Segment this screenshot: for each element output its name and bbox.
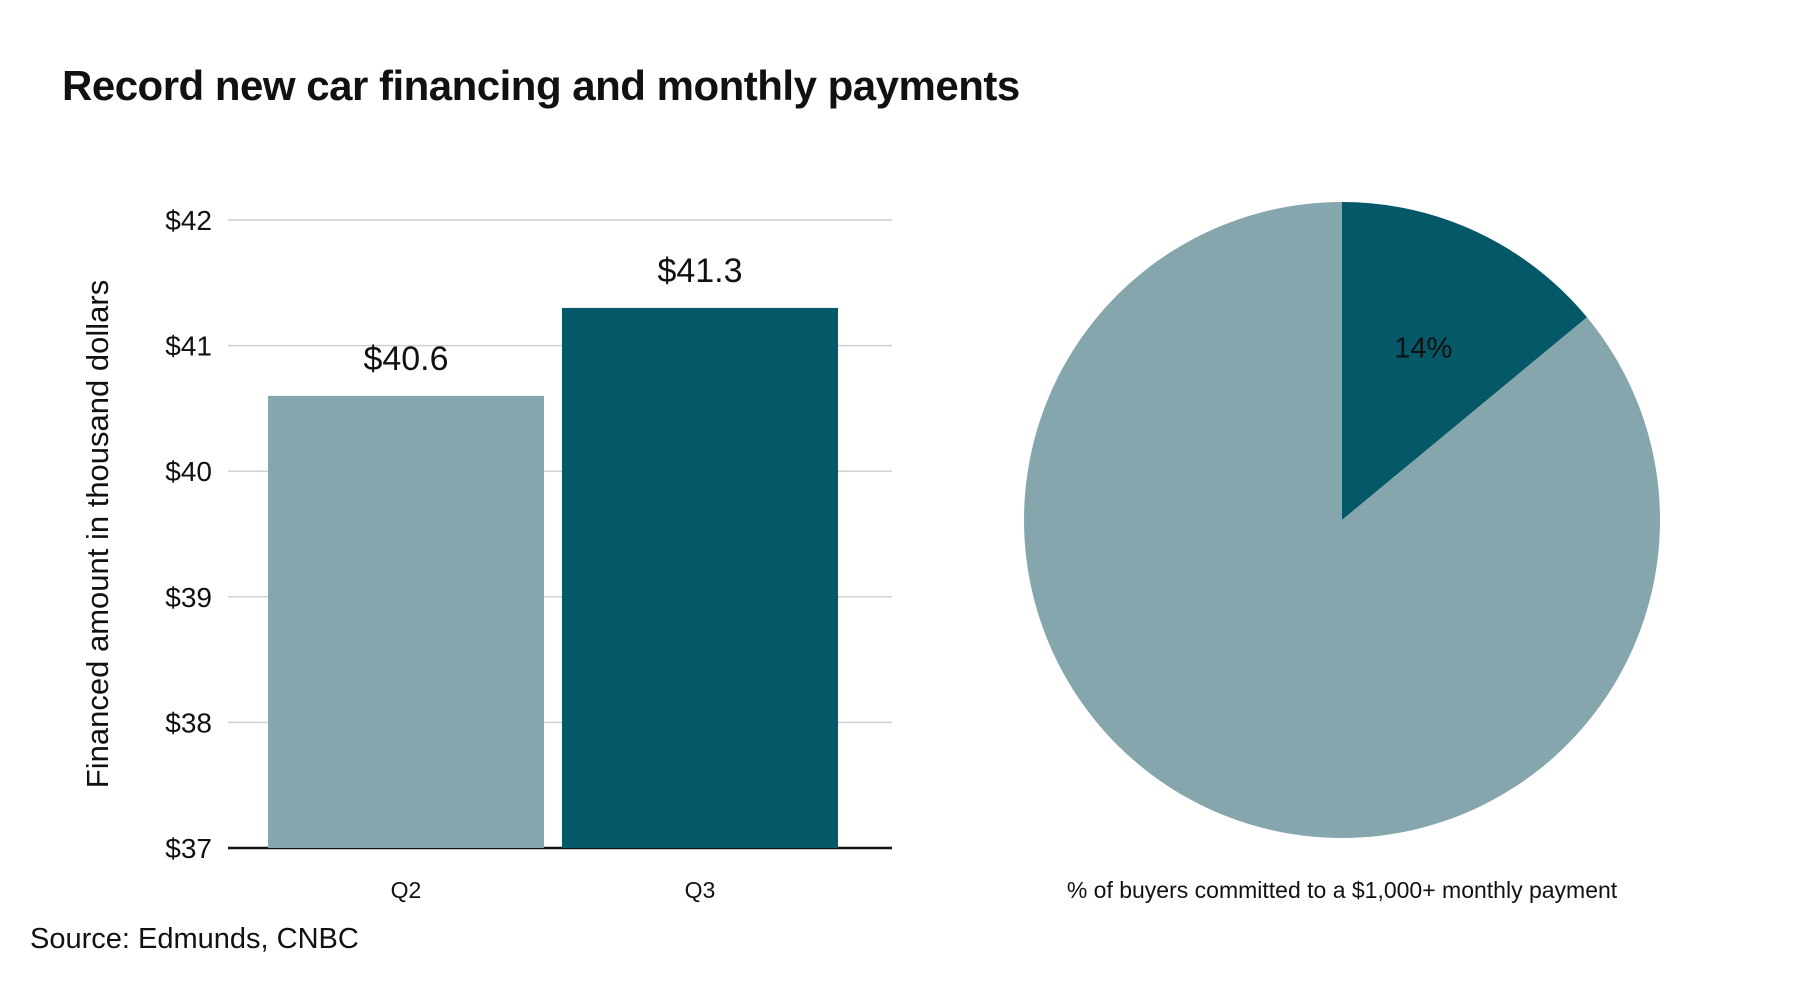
y-tick-label: $40 [165, 456, 212, 487]
data-label: $40.6 [363, 340, 448, 378]
pie-caption: % of buyers committed to a $1,000+ month… [1067, 877, 1618, 903]
bar-q3 [562, 307, 838, 848]
y-tick-label: $41 [165, 331, 212, 362]
pie-slice-label: 14% [1394, 332, 1452, 364]
y-tick-label: $39 [165, 582, 212, 613]
y-tick-label: $42 [165, 205, 212, 236]
bar-q2 [268, 395, 544, 848]
source-note: Source: Edmunds, CNBC [30, 923, 359, 955]
pie-chart: 14% % of buyers committed to a $1,000+ mo… [1023, 201, 1660, 903]
data-label: $41.3 [657, 252, 742, 290]
y-tick-label: $38 [165, 707, 212, 738]
bar-chart: $37 $38 $39 $40 $41 $42 $40.6 Q2 $41.3 Q3 Financed… [80, 205, 892, 903]
x-tick-label: Q2 [391, 877, 422, 903]
pie-slice-0 [1342, 202, 1588, 520]
y-axis-label: Financed amount in thousand dollars [80, 280, 115, 788]
y-tick-label: $37 [165, 833, 212, 864]
chart-title: Record new car financing and monthly pay… [62, 62, 1020, 109]
x-tick-label: Q3 [685, 877, 716, 903]
pie-slice-1 [1023, 201, 1660, 838]
